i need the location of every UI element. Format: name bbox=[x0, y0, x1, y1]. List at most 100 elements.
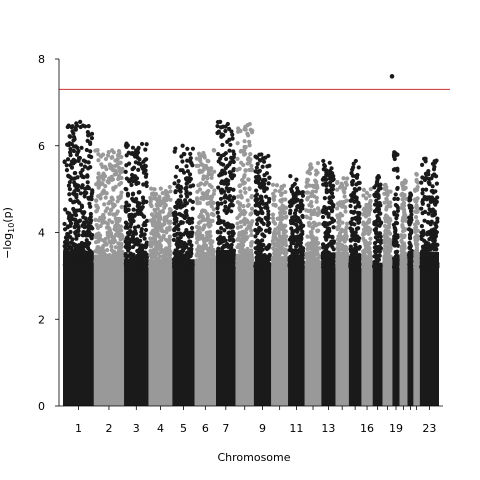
snp-point bbox=[310, 241, 315, 246]
snp-point bbox=[257, 216, 262, 221]
snp-point bbox=[95, 181, 100, 186]
snp-point bbox=[254, 221, 260, 227]
snp-point bbox=[103, 195, 108, 200]
snp-point bbox=[229, 209, 234, 214]
snp-point bbox=[402, 246, 407, 251]
snp-point bbox=[194, 196, 200, 201]
snp-point bbox=[308, 216, 313, 221]
snp-point bbox=[298, 200, 303, 205]
snp-point bbox=[191, 261, 196, 266]
snp-point bbox=[402, 192, 407, 198]
snp-point bbox=[202, 251, 207, 256]
snp-point bbox=[187, 172, 193, 177]
snp-point bbox=[283, 215, 288, 220]
snp-point bbox=[430, 184, 435, 189]
snp-point bbox=[350, 167, 355, 172]
snp-point bbox=[218, 196, 224, 202]
snp-point bbox=[351, 231, 356, 236]
snp-point bbox=[235, 221, 240, 226]
snp-point bbox=[80, 246, 85, 251]
snp-point bbox=[215, 201, 220, 206]
snp-point bbox=[218, 125, 224, 130]
y-axis-label-tail: (p) bbox=[1, 207, 14, 223]
snp-point bbox=[117, 216, 122, 222]
snp-point bbox=[300, 231, 305, 236]
x-tick-label: 6 bbox=[202, 422, 209, 435]
snp-point bbox=[270, 212, 276, 217]
snp-point bbox=[329, 216, 335, 221]
snp-point bbox=[160, 209, 166, 214]
snp-point bbox=[235, 264, 240, 269]
snp-point bbox=[308, 193, 314, 198]
snp-point bbox=[272, 237, 277, 242]
points-layer bbox=[62, 74, 440, 406]
snp-point bbox=[422, 251, 427, 257]
snp-point bbox=[144, 243, 149, 248]
snp-point bbox=[427, 237, 432, 242]
snp-point bbox=[235, 156, 240, 161]
snp-point bbox=[267, 230, 272, 235]
snp-point bbox=[142, 263, 147, 268]
snp-point bbox=[88, 259, 94, 264]
snp-point bbox=[190, 146, 196, 151]
snp-point bbox=[430, 259, 435, 264]
snp-point bbox=[216, 152, 221, 157]
snp-point bbox=[131, 165, 137, 170]
snp-point bbox=[355, 172, 360, 178]
snp-point bbox=[363, 241, 368, 247]
snp-point bbox=[73, 217, 78, 223]
x-tick-label: 2 bbox=[105, 422, 112, 435]
snp-point bbox=[239, 241, 244, 246]
snp-point bbox=[393, 192, 398, 197]
snp-point bbox=[402, 209, 407, 215]
snp-point bbox=[63, 244, 68, 249]
snp-point bbox=[103, 236, 108, 242]
snp-point bbox=[181, 248, 186, 253]
snp-point bbox=[88, 211, 93, 217]
snp-point bbox=[273, 265, 278, 270]
snp-point bbox=[392, 236, 397, 242]
snp-point bbox=[128, 229, 133, 234]
snp-point bbox=[419, 223, 424, 229]
snp-point bbox=[216, 241, 222, 246]
snp-point bbox=[100, 164, 105, 170]
snp-point bbox=[80, 233, 85, 238]
snp-point bbox=[231, 253, 236, 258]
snp-point bbox=[414, 209, 419, 215]
snp-point bbox=[228, 142, 233, 147]
snp-point bbox=[255, 161, 260, 167]
snp-point bbox=[217, 173, 222, 178]
snp-point bbox=[123, 239, 128, 244]
snp-point bbox=[75, 145, 80, 150]
chromosome-16-points bbox=[360, 187, 374, 406]
snp-point bbox=[316, 261, 321, 266]
snp-point bbox=[415, 242, 420, 247]
snp-point bbox=[184, 164, 189, 169]
snp-point bbox=[103, 255, 108, 260]
snp-point bbox=[255, 192, 260, 197]
snp-point bbox=[68, 150, 73, 155]
snp-point bbox=[174, 219, 179, 224]
snp-point bbox=[72, 192, 77, 197]
snp-point bbox=[136, 264, 141, 270]
snp-point bbox=[395, 196, 400, 202]
snp-point bbox=[100, 219, 106, 224]
snp-point bbox=[96, 194, 101, 199]
snp-point bbox=[249, 248, 254, 253]
snp-point bbox=[105, 232, 110, 238]
snp-point bbox=[202, 238, 207, 243]
x-tick-label: 3 bbox=[133, 422, 140, 435]
snp-point bbox=[180, 263, 185, 269]
snp-point bbox=[117, 254, 122, 260]
snp-point bbox=[316, 228, 321, 233]
chromosome-1-points bbox=[62, 119, 95, 406]
snp-point bbox=[125, 225, 130, 230]
snp-point bbox=[226, 126, 232, 132]
snp-point bbox=[272, 260, 277, 265]
snp-point bbox=[116, 195, 121, 200]
snp-point bbox=[136, 224, 141, 229]
snp-point bbox=[239, 193, 244, 198]
snp-point bbox=[130, 145, 136, 150]
snp-point bbox=[65, 124, 70, 130]
snp-point bbox=[135, 208, 140, 213]
